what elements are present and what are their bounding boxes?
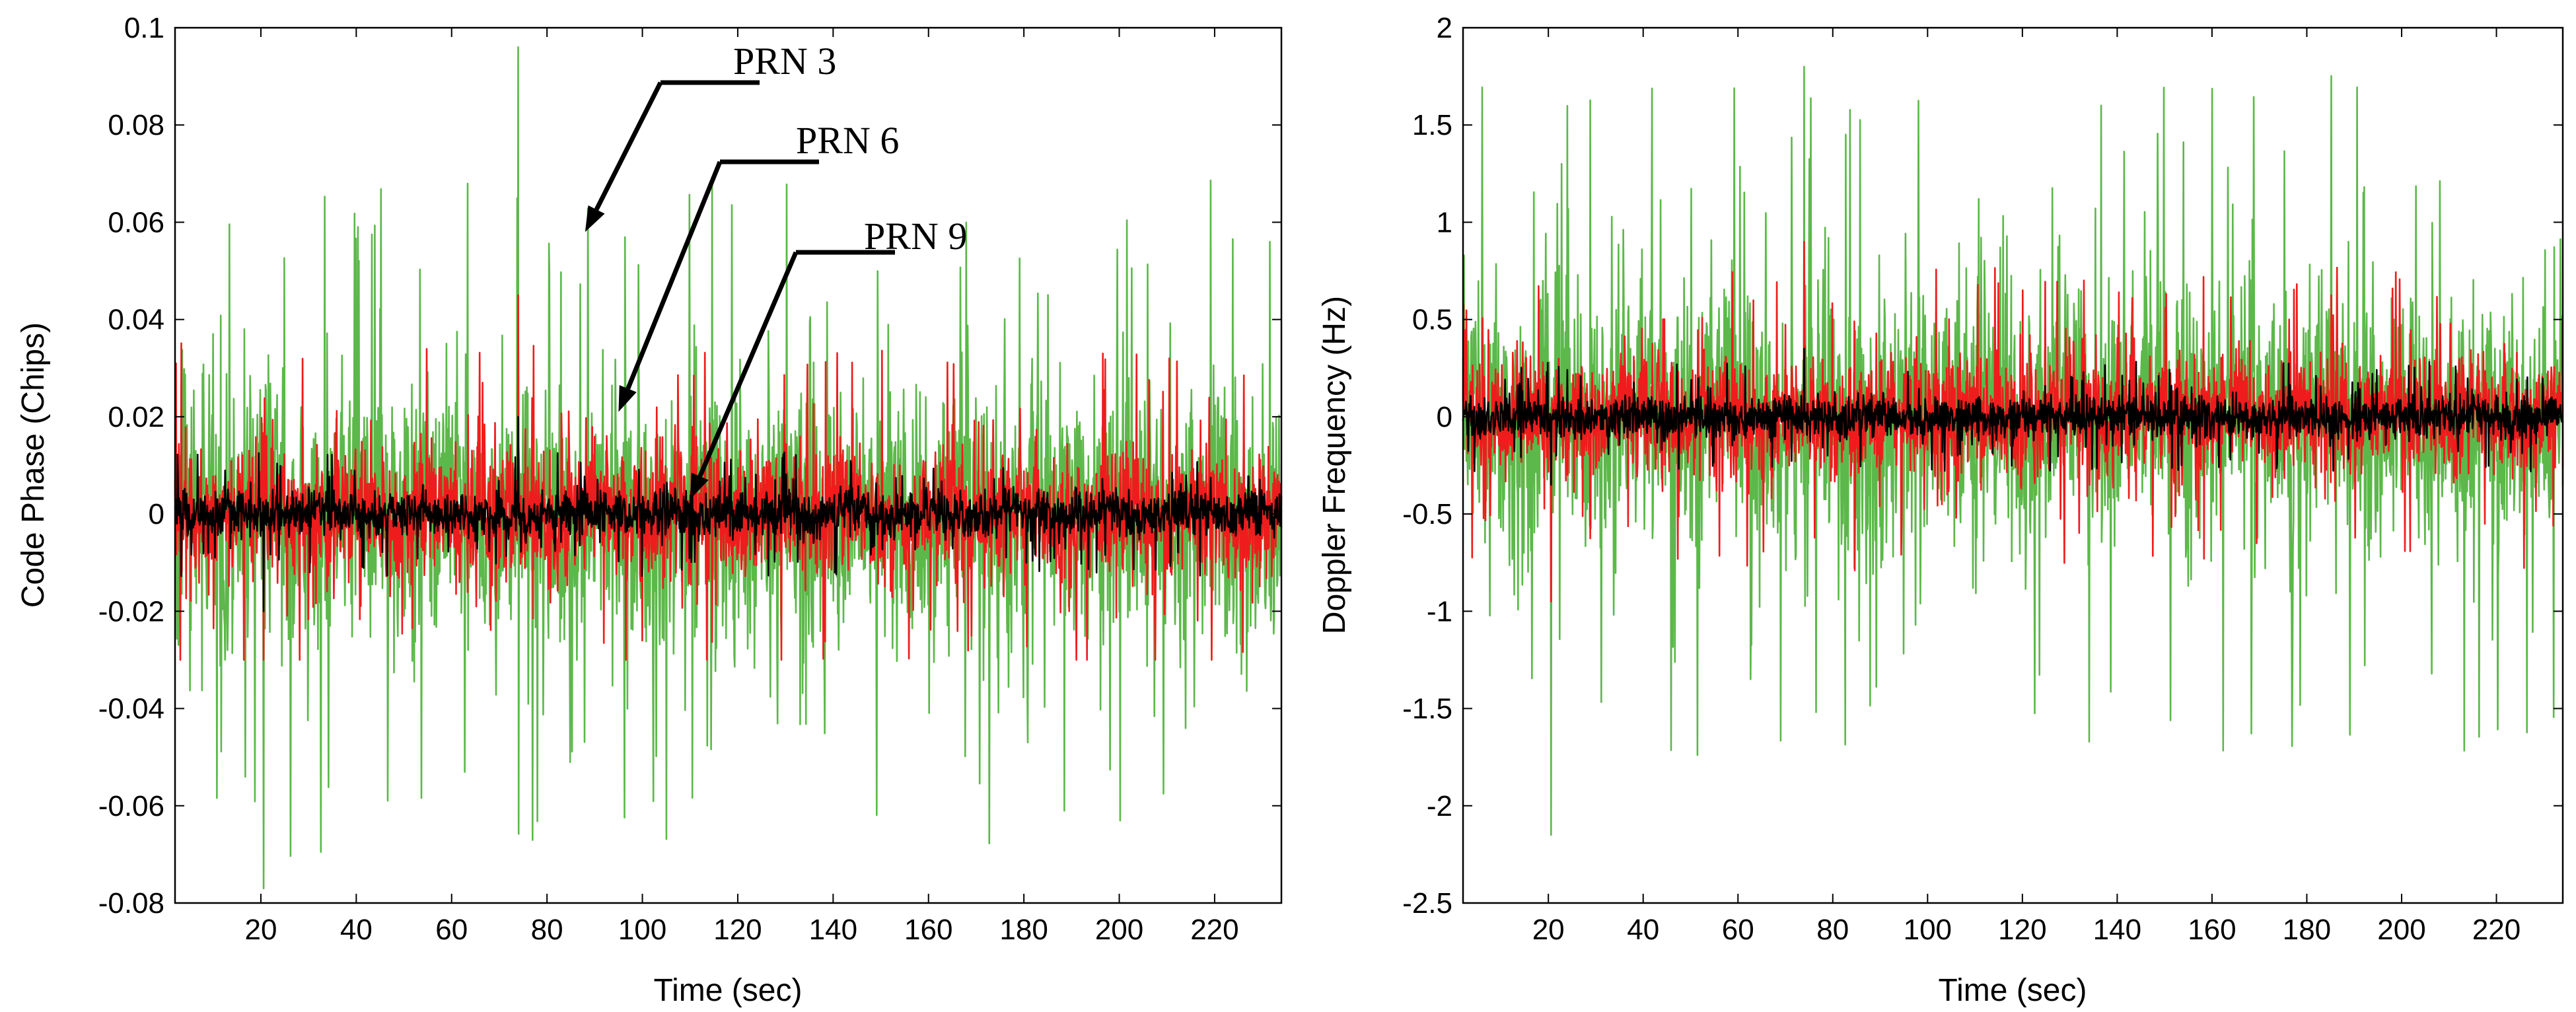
- doppler-x-tick-label: 140: [2093, 914, 2141, 946]
- code-phase-y-tick-label: 0.02: [108, 401, 164, 433]
- code-phase-y-tick-label: 0: [149, 498, 164, 530]
- annotation-arrowhead: [618, 385, 637, 412]
- doppler-y-tick-label: -1.5: [1402, 693, 1452, 725]
- annotation-arrow-line: [594, 81, 663, 211]
- doppler-y-tick-label: -1: [1427, 595, 1452, 628]
- doppler-x-tick-label: 20: [1532, 914, 1565, 946]
- doppler-y-ticks: -2.5 -2 -1.5 -1 -0.5 0 0.5 1 1.5 2: [1402, 12, 2563, 920]
- annotation-arrowhead: [585, 205, 605, 233]
- code-phase-y-tick-label: -0.06: [98, 790, 164, 822]
- doppler-axes-box: [1462, 26, 2564, 904]
- code-phase-x-tick-label: 80: [531, 914, 563, 946]
- doppler-x-tick-label: 40: [1627, 914, 1659, 946]
- code-phase-x-tick-label: 40: [340, 914, 373, 946]
- annotation-prn-9: PRN 9: [864, 215, 967, 258]
- annotation-prn-3: PRN 3: [733, 40, 836, 83]
- doppler-y-tick-label: 1.5: [1412, 109, 1452, 141]
- doppler-y-tick-label: 1: [1437, 206, 1452, 238]
- doppler-x-tick-label: 180: [2283, 914, 2331, 946]
- code-phase-x-tick-label: 140: [809, 914, 857, 946]
- doppler-y-axis-label: Doppler Frequency (Hz): [1317, 296, 1352, 634]
- annotation-arrow-line: [698, 251, 799, 478]
- code-phase-x-tick-label: 60: [435, 914, 468, 946]
- doppler-x-tick-label: 60: [1722, 914, 1754, 946]
- code-phase-series-group: [174, 46, 1283, 890]
- doppler-panel: 20 40 60 80 100 120 140 160 180 200 220 -2.5-2-1.5…: [1317, 12, 2564, 1008]
- annotation-arrow-line: [626, 161, 723, 390]
- code-phase-series-prn-9: [174, 416, 1283, 612]
- doppler-y-tick-label: -2.5: [1402, 887, 1452, 920]
- code-phase-y-tick-label: -0.08: [98, 887, 164, 920]
- doppler-x-tick-label: 120: [1998, 914, 2046, 946]
- doppler-x-ticks: 20 40 60 80 100 120 140 160 180 200 220: [1532, 28, 2521, 946]
- doppler-y-tick-label: 2: [1437, 12, 1452, 44]
- doppler-x-tick-label: 100: [1904, 914, 1952, 946]
- code-phase-axes-box: [174, 26, 1283, 904]
- code-phase-x-tick-label: 180: [999, 914, 1048, 946]
- code-phase-y-tick-label: 0.06: [108, 206, 164, 238]
- code-phase-x-axis-label: Time (sec): [654, 973, 803, 1008]
- code-phase-x-tick-label: 200: [1095, 914, 1143, 946]
- code-phase-x-tick-label: 100: [618, 914, 666, 946]
- code-phase-y-tick-label: 0.08: [108, 109, 164, 141]
- doppler-x-axis-label: Time (sec): [1939, 973, 2087, 1008]
- code-phase-y-tick-label: -0.02: [98, 595, 164, 628]
- doppler-x-tick-label: 200: [2377, 914, 2425, 946]
- code-phase-annotations: PRN 3 PRN 6 PRN 9: [585, 40, 967, 500]
- code-phase-y-axis-label: Code Phase (Chips): [16, 322, 51, 608]
- doppler-y-tick-label: 0: [1437, 401, 1452, 433]
- code-phase-x-ticks: 20 40 60 80 100 120 140 160 180 200 220: [244, 28, 1239, 946]
- doppler-series-group: [1462, 65, 2564, 836]
- doppler-x-tick-label: 80: [1816, 914, 1849, 946]
- doppler-series-prn-9: [1462, 347, 2564, 486]
- code-phase-y-tick-label: -0.04: [98, 693, 164, 725]
- doppler-y-tick-label: -0.5: [1402, 498, 1452, 530]
- code-phase-y-tick-label: 0.1: [124, 12, 164, 44]
- doppler-y-tick-label: 0.5: [1412, 304, 1452, 336]
- code-phase-x-tick-label: 20: [244, 914, 277, 946]
- annotation-arrowhead: [690, 472, 709, 500]
- doppler-y-tick-label: -2: [1427, 790, 1452, 822]
- code-phase-panel: 20 40 60 80 100 120 140 160 180 200 220 -0.08 -0.06…: [16, 12, 1283, 1008]
- code-phase-x-tick-label: 160: [904, 914, 952, 946]
- doppler-x-tick-label: 220: [2472, 914, 2521, 946]
- code-phase-y-ticks: -0.08 -0.06 -0.04 -0.02 0 0.02 0.04 0.06 0.08 0.1: [98, 12, 1281, 920]
- code-phase-y-tick-label: 0.04: [108, 304, 164, 336]
- code-phase-x-tick-label: 120: [713, 914, 762, 946]
- annotation-prn-6: PRN 6: [796, 119, 899, 162]
- doppler-x-tick-label: 160: [2188, 914, 2236, 946]
- code-phase-x-tick-label: 220: [1190, 914, 1238, 946]
